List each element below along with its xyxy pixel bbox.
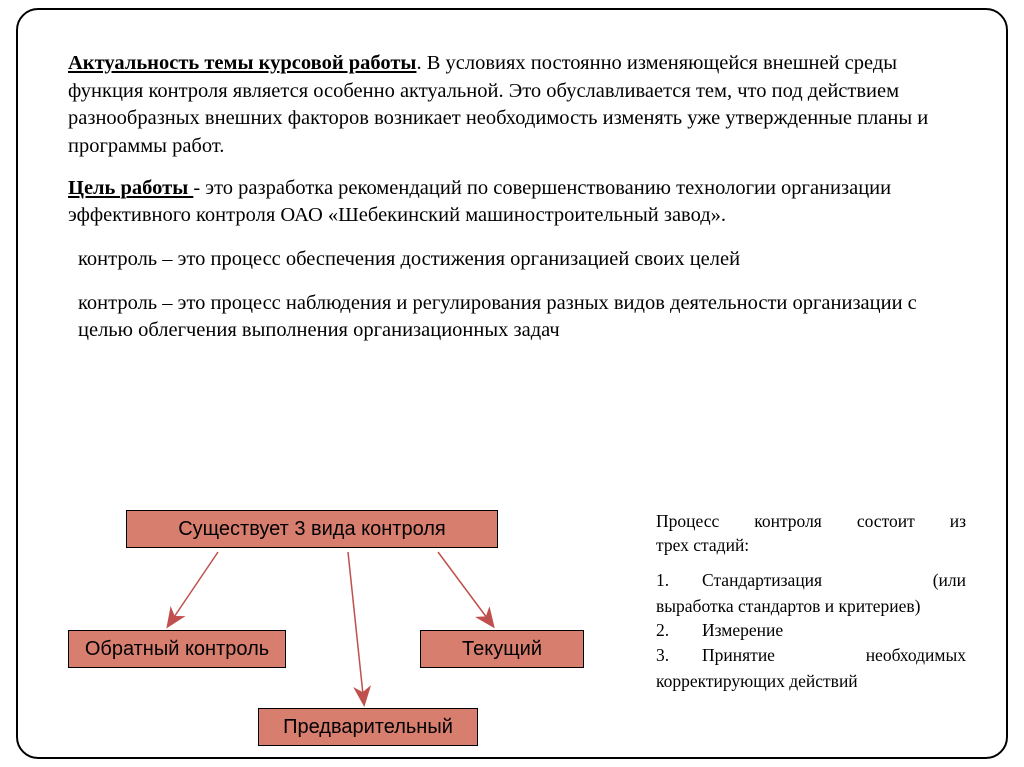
control-types-diagram: Существует 3 вида контроля Обратный конт… (68, 510, 688, 750)
stage-3: 3. Принятие необходимых (656, 644, 966, 668)
sidebar-head-w3: состоит (857, 510, 915, 534)
stage-3-label-a: Принятие (702, 644, 775, 668)
diagram-child-right: Текущий (420, 630, 584, 668)
stage-1-cont: выработка стандартов и критериев) (656, 595, 966, 619)
goal-paragraph: Цель работы - это разработка рекомендаци… (68, 175, 956, 230)
diagram-root-box: Существует 3 вида контроля (126, 510, 498, 548)
sidebar-head-w2: контроля (754, 510, 822, 534)
stage-2: 2. Измерение (656, 619, 966, 643)
stage-3-label-b: необходимых (866, 644, 966, 668)
stage-1-num: 1. (656, 569, 702, 593)
slide-frame: Актуальность темы курсовой работы. В усл… (16, 8, 1008, 759)
relevance-heading: Актуальность темы курсовой работы (68, 52, 416, 74)
diagram-child-bottom: Предварительный (258, 708, 478, 746)
process-stages-sidebar: Процесс контроля состоит из трех стадий:… (656, 510, 966, 693)
sidebar-head-w1: Процесс (656, 510, 719, 534)
definition-1: контроль – это процесс обеспечения дости… (78, 246, 956, 274)
definition-2: контроль – это процесс наблюдения и регу… (78, 290, 956, 345)
stage-1-label-b: (или (933, 569, 966, 593)
stage-2-num: 2. (656, 619, 702, 643)
arrow-to-right (438, 552, 493, 626)
sidebar-head-w4: из (950, 510, 966, 534)
arrow-to-left (168, 552, 218, 626)
diagram-child-left: Обратный контроль (68, 630, 286, 668)
arrow-to-bottom (348, 552, 364, 704)
relevance-paragraph: Актуальность темы курсовой работы. В усл… (68, 50, 956, 161)
stage-3-num: 3. (656, 644, 702, 668)
sidebar-heading: Процесс контроля состоит из трех стадий: (656, 510, 966, 557)
stage-2-label: Измерение (702, 619, 966, 643)
sidebar-head-line2: трех стадий: (656, 534, 966, 558)
stage-1-label-a: Стандартизация (702, 569, 822, 593)
stage-3-cont: корректирующих действий (656, 670, 966, 694)
goal-heading: Цель работы (68, 177, 193, 199)
definitions-block: контроль – это процесс обеспечения дости… (68, 246, 956, 345)
stage-1: 1. Стандартизация (или (656, 569, 966, 593)
